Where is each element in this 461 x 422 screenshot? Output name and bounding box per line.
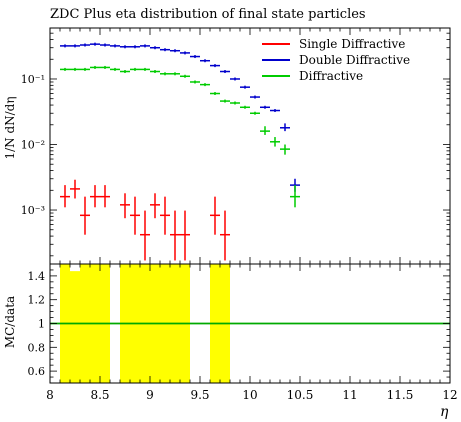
x-tick-label: 8.5 (90, 388, 109, 402)
legend-label: Double Diffractive (299, 53, 410, 67)
data-point (110, 44, 120, 48)
legend-item: Double Diffractive (262, 53, 410, 67)
data-point (280, 144, 290, 155)
data-point (260, 126, 270, 135)
data-point (210, 196, 220, 235)
data-point (200, 59, 210, 63)
bottom-y-axis-ticks: 0.6 0.8 1 1.2 1.4 (28, 263, 450, 384)
data-point (210, 64, 220, 68)
top-y-axis-label: 1/N dN/dη (3, 96, 17, 159)
data-point (100, 65, 110, 69)
y-tick-label-top: 10⁻² (21, 139, 45, 152)
bottom-y-axis-label: MC/data (3, 296, 17, 348)
ratio-band-bin (70, 271, 80, 383)
data-point (190, 80, 200, 84)
data-point (220, 99, 230, 103)
y-tick-label-top: 10⁻³ (21, 204, 45, 217)
data-point (230, 77, 240, 81)
data-point (150, 193, 160, 219)
y-tick-label-top: 10⁻¹ (21, 73, 45, 86)
data-point (170, 210, 180, 261)
data-point (220, 210, 230, 261)
data-point (130, 45, 140, 49)
data-point (160, 48, 170, 52)
data-point (250, 95, 260, 99)
y-tick-label-bottom: 1.4 (28, 270, 46, 283)
data-point (270, 137, 280, 147)
data-point (80, 43, 90, 47)
top-y-axis-ticks: 10⁻³ 10⁻² 10⁻¹ (21, 32, 450, 257)
x-tick-label: 10.5 (287, 388, 314, 402)
chart-title: ZDC Plus eta distribution of final state… (50, 7, 366, 22)
data-point (150, 70, 160, 74)
data-point (250, 111, 260, 115)
data-point (240, 85, 250, 89)
data-point (130, 196, 140, 235)
series-double-diffractive (60, 42, 300, 192)
data-point (60, 67, 70, 71)
data-point (90, 42, 100, 46)
data-point (290, 185, 300, 208)
x-tick-label: 12 (442, 388, 457, 402)
data-point (220, 70, 230, 74)
data-point (80, 196, 90, 235)
data-point (160, 72, 170, 76)
data-point (110, 67, 120, 71)
data-point (280, 123, 290, 132)
series-diffractive (60, 65, 300, 208)
data-point (60, 44, 70, 48)
data-point (270, 109, 280, 113)
data-point (140, 210, 150, 261)
y-tick-label-bottom: 0.8 (28, 341, 46, 354)
x-tick-label: 10 (242, 388, 257, 402)
data-point (180, 210, 190, 261)
legend: Single Diffractive Double Diffractive Diff… (262, 37, 410, 83)
data-point (80, 67, 90, 71)
legend-label: Single Diffractive (299, 37, 405, 51)
legend-item: Diffractive (262, 69, 363, 83)
data-point (180, 74, 190, 78)
series-layer (60, 42, 300, 261)
data-point (240, 105, 250, 109)
y-tick-label-bottom: 1.2 (28, 294, 46, 307)
data-point (90, 185, 100, 208)
data-point (70, 44, 80, 48)
data-point (180, 51, 190, 55)
x-tick-label: 9 (146, 388, 154, 402)
data-point (130, 67, 140, 71)
x-tick-label: 8 (46, 388, 54, 402)
data-point (60, 185, 70, 208)
legend-item: Single Diffractive (262, 37, 405, 51)
series-single-diffractive (60, 179, 230, 261)
y-tick-label-bottom: 1 (38, 318, 45, 331)
data-point (210, 92, 220, 96)
legend-label: Diffractive (299, 69, 363, 83)
x-tick-label: 11 (342, 388, 357, 402)
data-point (100, 43, 110, 47)
data-point (70, 179, 80, 199)
x-tick-label: 11.5 (387, 388, 414, 402)
data-point (150, 46, 160, 50)
x-axis-label: η (440, 404, 449, 420)
data-point (170, 72, 180, 76)
data-point (120, 193, 130, 219)
data-point (140, 44, 150, 48)
data-point (190, 55, 200, 59)
data-point (200, 83, 210, 87)
data-point (100, 185, 110, 208)
data-point (260, 105, 270, 109)
data-point (170, 49, 180, 53)
data-point (120, 70, 130, 74)
data-point (70, 67, 80, 71)
data-point (90, 65, 100, 69)
x-tick-label: 9.5 (190, 388, 209, 402)
y-tick-label-bottom: 0.6 (28, 365, 46, 378)
data-point (140, 67, 150, 71)
x-axis-ticks: 8 8.5 9 9.5 10 10.5 11 11.5 12 (46, 28, 458, 402)
data-point (120, 45, 130, 49)
data-point (230, 101, 240, 105)
data-point (160, 196, 170, 235)
